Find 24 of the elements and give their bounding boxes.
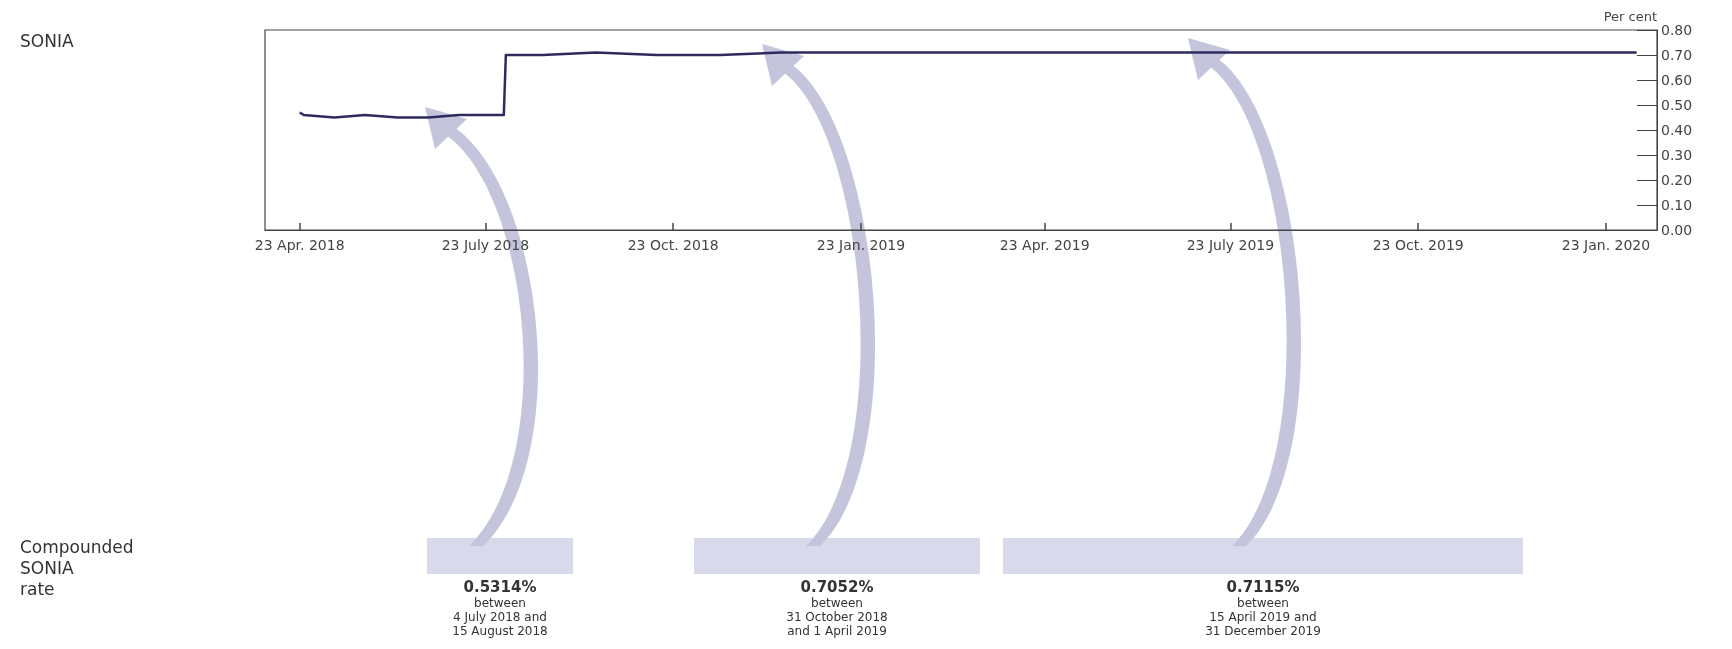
line-series (298, 51, 1638, 119)
y-tick-label: 0.80 (1661, 22, 1693, 38)
y-tick-label: 0.50 (1661, 97, 1693, 113)
x-tick-label: 23 Jan. 2019 (816, 237, 906, 253)
text: SONIA (20, 30, 74, 51)
y-tick-label: 0.60 (1661, 72, 1693, 88)
x-tick-label: 23 July 2018 (441, 237, 530, 253)
x-tick-label: 23 July 2019 (1186, 237, 1275, 253)
y-tick-label: 0.00 (1661, 222, 1693, 238)
x-tick-label: 23 Jan. 2020 (1561, 237, 1651, 253)
y-tick-label: 0.10 (1661, 197, 1693, 213)
y-tick-label: 0.70 (1661, 47, 1693, 63)
x-tick-label: 23 Apr. 2018 (254, 237, 345, 253)
y-tick-label: 0.30 (1661, 147, 1693, 163)
text: Compounded SONIA rate (20, 536, 134, 599)
y-tick-label: 0.40 (1661, 122, 1693, 138)
x-tick-label: 23 Oct. 2018 (627, 237, 719, 253)
y-axis-title: Per cent (1603, 9, 1657, 25)
text: 0.7052% between 31 October 2018 and 1 April 2019 (785, 578, 889, 638)
x-tick-label: 23 Apr. 2019 (999, 237, 1090, 253)
text: 0.7115% between 15 April 2019 and 31 December 2019 (1204, 578, 1322, 638)
y-tick-label: 0.20 (1661, 172, 1693, 188)
text: 0.5314% between 4 July 2018 and 15 August 2018 (451, 578, 549, 638)
x-tick-label: 23 Oct. 2019 (1372, 237, 1464, 253)
